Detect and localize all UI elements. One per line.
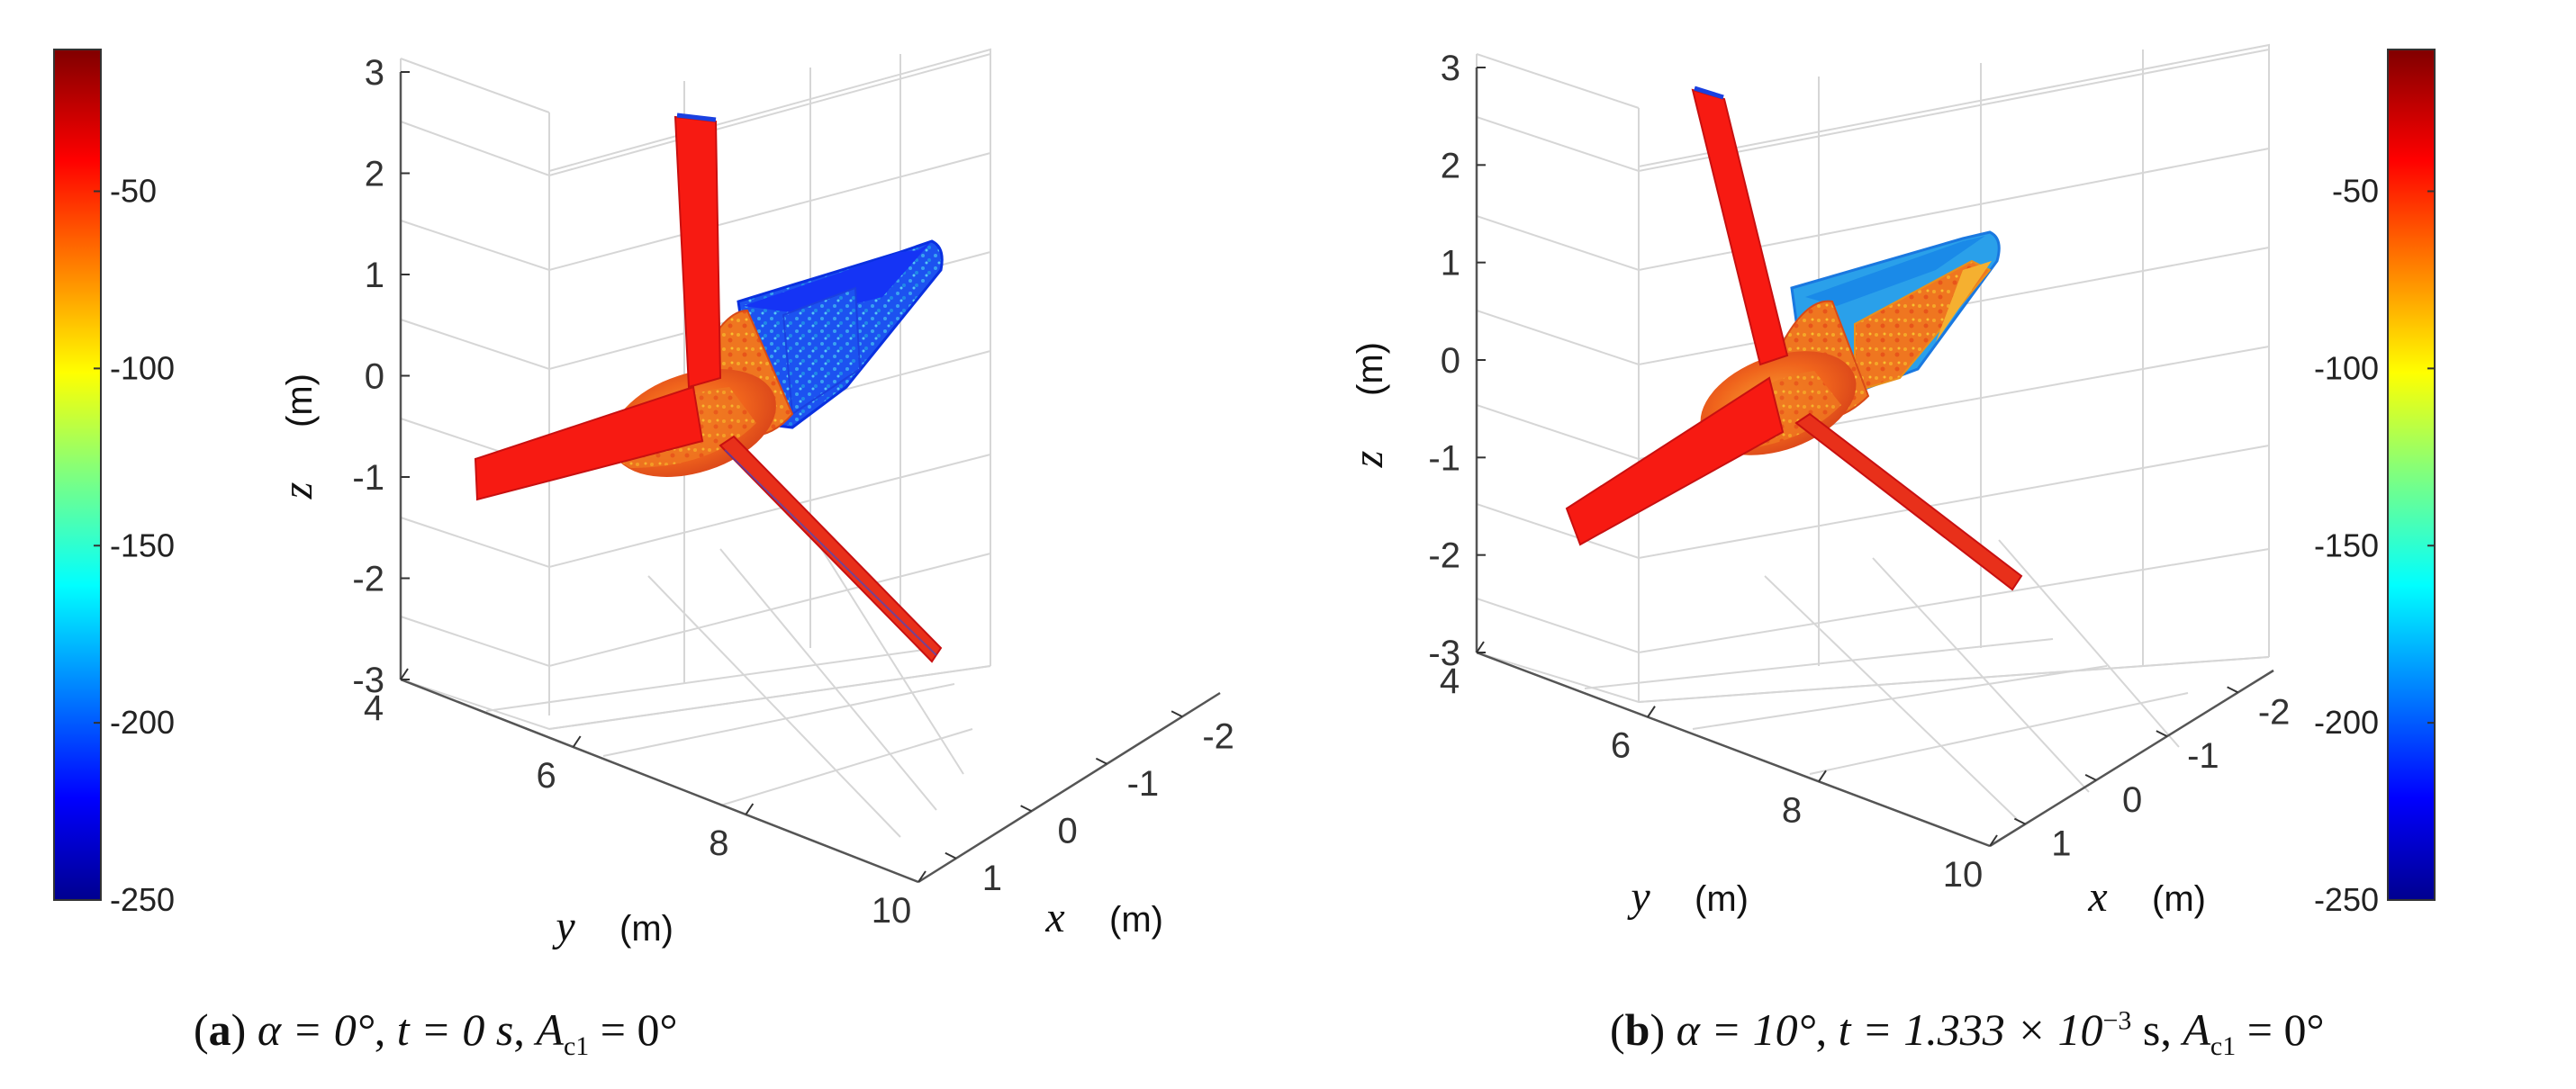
axis-b-x-tick-label: -2 bbox=[2258, 692, 2291, 732]
axis-a-y-tick-mark bbox=[572, 735, 582, 748]
x-axis-label-b: x bbox=[2087, 873, 2107, 921]
colorbar-a-tick-label: -150 bbox=[110, 526, 175, 563]
caption-a-angle-symbol: A bbox=[536, 1004, 564, 1055]
axis-a-x-tick-mark bbox=[1020, 805, 1033, 813]
axis-a-z-tick-label: -1 bbox=[352, 458, 384, 498]
axis-b-z-tick-label: 3 bbox=[1441, 49, 1460, 88]
caption-b-letter: b bbox=[1624, 1004, 1650, 1055]
panel-a-plot: -50-100-150-200-250 bbox=[53, 48, 1234, 950]
turbine-b bbox=[1565, 86, 2023, 591]
axis-a-z-tick-label: -3 bbox=[352, 661, 384, 700]
axis-b-y-tick-mark bbox=[1476, 641, 1485, 653]
caption-a-angle-sub: c1 bbox=[563, 1031, 590, 1061]
axis-b-x-tick-label: -1 bbox=[2187, 736, 2219, 776]
axis-a-y-tick-mark bbox=[400, 668, 409, 680]
caption-a-letter: a bbox=[208, 1004, 231, 1055]
turbine-a bbox=[474, 112, 944, 663]
axis-b-x-tick-mark bbox=[2156, 730, 2168, 738]
y-axis-label-a: y bbox=[551, 903, 575, 950]
axis-b-x-tick-mark bbox=[2013, 817, 2026, 825]
axis-b-x-tick-label: 0 bbox=[2122, 780, 2142, 820]
axis-b-x-tick-mark bbox=[2227, 686, 2239, 694]
colorbar-a-ticks: -50 -100 -150 -200 -250 bbox=[94, 173, 175, 918]
y-axis-unit-a: (m) bbox=[619, 909, 673, 949]
panel-b-plot: -50-100-150-200-250 bbox=[1344, 43, 2436, 921]
axis-b-z-tick-label: -1 bbox=[1428, 438, 1460, 478]
caption-b-angle-symbol: A bbox=[2183, 1004, 2210, 1055]
axis-a-x-tick-label: -1 bbox=[1127, 764, 1160, 804]
colorbar-a-tick-label: -200 bbox=[110, 704, 175, 741]
axis-a-x-tick-label: 1 bbox=[982, 859, 1002, 898]
axis-b-x-tick-mark bbox=[2084, 773, 2097, 781]
colorbar-b-tick-label: -200 bbox=[2314, 704, 2379, 741]
caption-b-time: t = 1.333 × 10 bbox=[1838, 1004, 2103, 1055]
axes-b bbox=[1475, 68, 2274, 848]
grid-b bbox=[1476, 43, 2270, 847]
x-axis-label-a: x bbox=[1044, 894, 1064, 941]
axis-a-z-tick-label: 3 bbox=[365, 53, 384, 93]
axis-b-z-tick-label: 0 bbox=[1441, 341, 1460, 381]
axis-b-z-tick-label: -3 bbox=[1428, 634, 1460, 673]
axis-b-y-tick-mark bbox=[1818, 770, 1827, 782]
x-axis-unit-a: (m) bbox=[1109, 900, 1163, 940]
y-axis-label-b: y bbox=[1626, 873, 1650, 921]
colorbar-a-tick-label: -100 bbox=[110, 349, 175, 386]
axis-b-z-tick-label: -2 bbox=[1428, 536, 1460, 576]
caption-b-time-exp: −3 bbox=[2102, 1005, 2132, 1036]
axis-a-x-tick-mark bbox=[1170, 710, 1183, 718]
axis-a-y-tick-label: 6 bbox=[537, 756, 556, 796]
colorbar-a bbox=[53, 49, 102, 901]
z-axis-label-a: z bbox=[274, 482, 321, 500]
axis-a-x-tick-label: -2 bbox=[1202, 716, 1234, 756]
axis-b-y-tick-mark bbox=[1989, 834, 1998, 847]
z-axis-unit-a: (m) bbox=[280, 374, 320, 428]
z-axis-label-b: z bbox=[1344, 450, 1392, 468]
caption-b-alpha: α = 10° bbox=[1676, 1004, 1816, 1055]
axis-b-y-tick-label: 6 bbox=[1611, 726, 1631, 766]
caption-b-angle-sub: c1 bbox=[2210, 1031, 2237, 1061]
axis-b-y-tick-mark bbox=[1647, 706, 1656, 718]
axis-b-z-tick-label: 2 bbox=[1441, 146, 1460, 185]
axis-b-y-tick-label: 4 bbox=[1440, 662, 1460, 701]
colorbar-a-tick-label: -50 bbox=[110, 173, 157, 210]
colorbar-b-tick-label: -250 bbox=[2314, 881, 2379, 918]
axis-a-x-tick-mark bbox=[1095, 757, 1107, 765]
axis-a-y-tick-mark bbox=[745, 803, 755, 815]
caption-b-angle-value: = 0° bbox=[2236, 1004, 2325, 1055]
caption-a-time: t = 0 s bbox=[396, 1004, 514, 1055]
colorbar-b-ticks: -50 -100 -150 -200 -250 bbox=[2314, 173, 2435, 918]
x-axis-unit-b: (m) bbox=[2152, 879, 2206, 919]
axis-b-x-tick-label: 1 bbox=[2051, 824, 2071, 864]
colorbar-b-tick-label: -100 bbox=[2314, 349, 2379, 386]
colorbar-a-tick-label: -250 bbox=[110, 881, 175, 918]
caption-b: (b) α = 10°, t = 1.333 × 10−3 s, Ac1 = 0… bbox=[1610, 1004, 2325, 1061]
axis-a-y-tick-mark bbox=[917, 870, 926, 883]
axis-a-x-tick-mark bbox=[945, 851, 957, 860]
axis-a-z-tick-label: -2 bbox=[352, 560, 384, 599]
caption-a-angle-value: = 0° bbox=[589, 1004, 678, 1055]
axis-a-z-tick-label: 0 bbox=[365, 357, 384, 397]
axis-b-y-tick-label: 8 bbox=[1782, 790, 1802, 830]
axis-a-x-tick-label: 0 bbox=[1058, 811, 1078, 850]
axis-a-z-tick-label: 1 bbox=[365, 256, 384, 295]
caption-b-time-unit: s bbox=[2131, 1004, 2161, 1055]
z-axis-unit-b: (m) bbox=[1351, 342, 1390, 396]
axis-a-z-tick-label: 2 bbox=[365, 155, 384, 194]
y-axis-unit-b: (m) bbox=[1695, 879, 1749, 919]
colorbar-b-tick-label: -150 bbox=[2314, 526, 2379, 563]
colorbar-b bbox=[2387, 49, 2436, 901]
colorbar-b-tick-label: -50 bbox=[2332, 173, 2379, 210]
axis-a-y-tick-label: 10 bbox=[872, 891, 912, 931]
axis-a-y-tick-label: 8 bbox=[709, 824, 728, 863]
axis-b-z-tick-label: 1 bbox=[1441, 244, 1460, 284]
caption-a-alpha: α = 0° bbox=[257, 1004, 375, 1055]
axis-b-y-tick-label: 10 bbox=[1943, 855, 1984, 895]
caption-a: (a) α = 0°, t = 0 s, Ac1 = 0° bbox=[194, 1004, 678, 1061]
axis-a-y-tick-label: 4 bbox=[364, 688, 384, 728]
